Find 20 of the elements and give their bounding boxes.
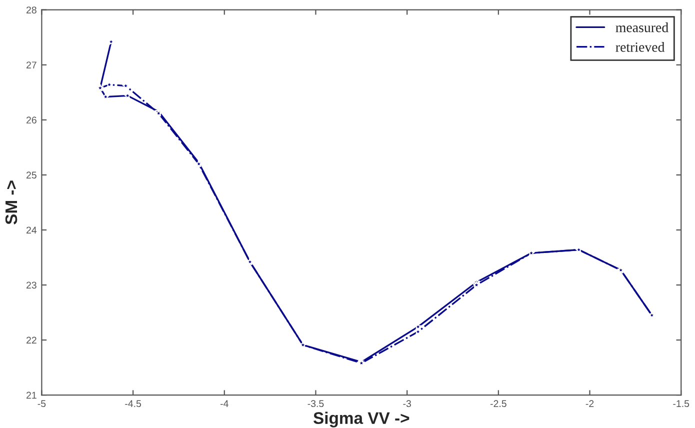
y-tick-label: 24: [26, 226, 37, 234]
x-tick-label: -3.5: [308, 400, 324, 408]
y-tick-label: 22: [26, 336, 36, 344]
y-tick-label: 28: [26, 6, 36, 14]
x-tick-label: -2.5: [490, 400, 506, 408]
x-tick-label: -5: [38, 400, 46, 408]
legend-label: retrieved: [616, 42, 665, 52]
y-tick-label: 21: [26, 392, 36, 399]
x-tick-label: -4: [220, 400, 228, 407]
x-axis-title: Sigma VV ->: [313, 412, 410, 428]
y-tick-label: 23: [26, 282, 36, 289]
y-tick-label: 25: [26, 172, 36, 179]
x-tick-label: -3: [403, 400, 411, 408]
y-axis-title: SM ->: [5, 180, 18, 224]
y-tick-label: 27: [26, 62, 36, 68]
x-tick-label: -4.5: [125, 400, 142, 408]
x-tick-label: -2: [586, 400, 594, 407]
x-tick-label: -1.5: [673, 400, 690, 408]
legend-label: measured: [616, 22, 668, 32]
y-tick-label: 26: [26, 116, 36, 124]
